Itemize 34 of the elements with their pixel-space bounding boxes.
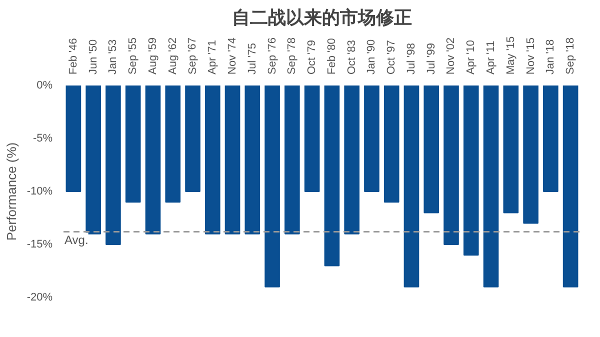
y-tick-label: -5% (32, 132, 53, 144)
x-tick-label: Jan '53 (107, 39, 120, 74)
x-tick-label: Jul '98 (405, 43, 418, 74)
x-tick-label: Jul '99 (425, 43, 438, 74)
ref-line-label: Avg. (64, 232, 88, 247)
x-tick-label: Aug '59 (146, 38, 159, 74)
y-tick-label: -10% (26, 186, 53, 198)
x-tick-label: Apr '10 (465, 40, 478, 74)
x-tick-label: Jun '50 (87, 39, 100, 74)
x-tick-label: Jan '90 (366, 39, 378, 74)
x-tick-label: Sep '78 (286, 38, 298, 74)
x-tick-label: Feb '80 (326, 38, 338, 74)
y-tick-label: 0% (36, 80, 53, 92)
x-tick-label: Jul '75 (246, 43, 258, 74)
x-tick-label: Nov '02 (445, 38, 458, 74)
x-tick-label: Jan '18 (544, 39, 557, 74)
x-tick-label: Apr '71 (206, 40, 219, 74)
x-tick-label: May '15 (504, 36, 517, 74)
x-tick-label: Nov '15 (524, 38, 537, 74)
x-tick-label: Oct '97 (386, 40, 398, 74)
x-tick-label: Feb '46 (67, 38, 80, 74)
x-tick-label: Sep '55 (127, 38, 140, 74)
y-tick-label: -15% (26, 238, 53, 250)
x-tick-label: Aug '62 (166, 38, 179, 74)
x-tick-label: Apr '11 (485, 40, 498, 74)
y-tick-label: -20% (26, 292, 53, 304)
x-tick-label: Sep '76 (266, 38, 278, 74)
chart-title: 自二战以来的市场修正 (232, 8, 412, 28)
x-tick-label: Nov '74 (226, 38, 239, 74)
x-tick-label: Oct '79 (306, 40, 318, 74)
x-tick-label: Oct '83 (346, 40, 358, 74)
x-tick-label: Sep '67 (186, 38, 199, 74)
y-axis-title: Performance (%) (4, 142, 19, 241)
x-tick-label: Sep '18 (564, 38, 577, 74)
